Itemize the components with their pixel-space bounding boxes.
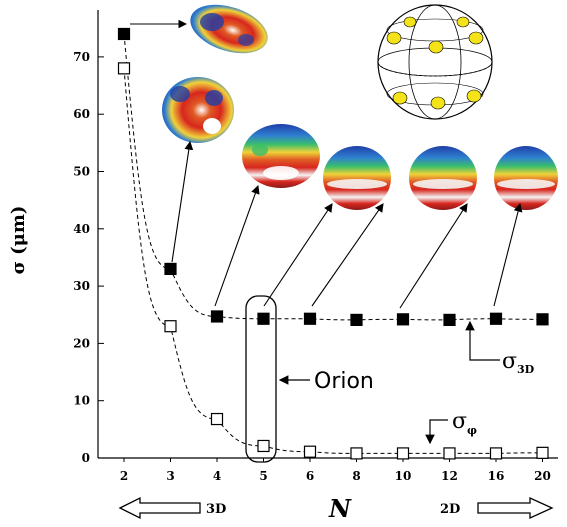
sphere-render-n4 xyxy=(242,124,320,188)
sphere-render-n6 xyxy=(409,146,477,210)
point-sigma3d xyxy=(257,312,270,325)
y-tick: 40 xyxy=(73,222,104,236)
y-tick: 30 xyxy=(73,279,104,293)
x-tick: 20 xyxy=(534,458,551,483)
y-tick: 50 xyxy=(73,165,104,179)
x-tick-label: 3 xyxy=(166,469,174,483)
y-tick-label: 60 xyxy=(73,107,90,121)
y-tick-label: 40 xyxy=(73,222,90,236)
point-sigma3d xyxy=(210,310,224,323)
data-points xyxy=(117,27,549,460)
y-tick-label: 0 xyxy=(82,451,90,465)
x-tick-label: 8 xyxy=(352,469,360,483)
x-tick: 4 xyxy=(213,458,221,483)
direction-3d-label: 3D xyxy=(206,502,226,517)
y-tick: 20 xyxy=(73,336,104,350)
point-sigmaphi xyxy=(396,447,410,460)
x-tick-label: 2 xyxy=(120,469,128,483)
sphere-render-n2 xyxy=(190,4,268,54)
sphere-render-n3 xyxy=(162,77,234,143)
x-tick: 3 xyxy=(166,458,175,483)
sphere-render-n5 xyxy=(323,146,391,210)
x-ticks: 2 3 4 5 6 8 10 12 16 20 xyxy=(120,458,551,483)
point-sigmaphi xyxy=(350,447,363,460)
sphere-render-n8 xyxy=(494,146,558,210)
x-axis-label: N xyxy=(328,494,352,523)
x-tick-label: 20 xyxy=(534,469,551,483)
point-sigmaphi xyxy=(117,62,131,75)
x-tick: 12 xyxy=(441,458,458,483)
point-sigma3d xyxy=(350,313,363,327)
point-to-render-arrows xyxy=(130,19,523,309)
detector-sphere-diagram xyxy=(377,4,493,120)
point-sigma3d xyxy=(396,313,410,326)
y-tick-label: 10 xyxy=(73,394,90,408)
point-sigmaphi xyxy=(210,412,224,426)
x-tick: 16 xyxy=(488,458,505,483)
point-sigmaphi xyxy=(257,439,270,453)
point-sigmaphi xyxy=(443,447,456,460)
y-axis-label: σ (μm) xyxy=(8,206,29,275)
y-tick: 0 xyxy=(82,451,104,465)
point-sigmaphi xyxy=(489,447,503,460)
x-tick-label: 12 xyxy=(441,469,458,483)
axes xyxy=(97,10,558,459)
point-sigma3d xyxy=(489,312,503,325)
direction-3d-arrow: 3D xyxy=(118,496,226,520)
y-tick: 60 xyxy=(73,107,104,121)
x-tick-label: 5 xyxy=(259,469,267,483)
y-tick-label: 70 xyxy=(73,50,90,64)
point-sigma3d xyxy=(536,313,549,326)
point-sigma3d xyxy=(443,313,456,327)
x-tick: 6 xyxy=(306,458,314,483)
x-tick-label: 10 xyxy=(395,469,412,483)
x-tick: 10 xyxy=(395,458,412,483)
point-sigmaphi xyxy=(536,446,549,459)
orion-label: Orion xyxy=(314,369,374,394)
y-tick: 70 xyxy=(73,50,104,64)
y-tick-label: 30 xyxy=(73,279,90,293)
sigma3d-pointer xyxy=(465,320,500,361)
orion-highlight-box xyxy=(245,295,277,463)
x-tick-label: 4 xyxy=(213,469,221,483)
sigma3d-label: σ3D xyxy=(502,349,535,376)
x-tick-label: 16 xyxy=(488,469,505,483)
sigmaphi-label: σφ xyxy=(452,409,477,437)
x-tick: 5 xyxy=(259,458,268,483)
point-sigma3d xyxy=(117,27,131,41)
x-tick-label: 6 xyxy=(306,469,314,483)
detector-dots xyxy=(386,16,484,110)
fit-curve-sigmaphi xyxy=(123,68,543,454)
point-sigmaphi xyxy=(303,445,317,458)
x-tick: 2 xyxy=(120,458,128,483)
y-tick-label: 20 xyxy=(73,336,90,350)
point-sigma3d xyxy=(164,262,177,276)
direction-2d-label: 2D xyxy=(440,502,460,517)
direction-2d-arrow: 2D xyxy=(440,496,554,520)
y-ticks: 0 10 20 30 40 50 60 70 xyxy=(73,50,104,465)
point-sigmaphi xyxy=(164,320,177,333)
y-tick-label: 50 xyxy=(73,165,90,179)
x-tick: 8 xyxy=(352,458,361,483)
y-tick: 10 xyxy=(73,394,104,408)
sigmaphi-pointer xyxy=(425,419,448,445)
point-sigma3d xyxy=(303,312,317,325)
